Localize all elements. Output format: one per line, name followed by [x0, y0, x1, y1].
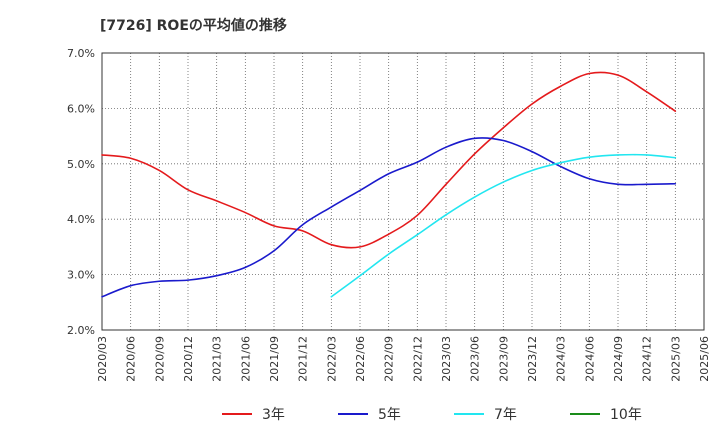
series-line-3 — [330, 153, 677, 298]
y-tick-label: 2.0% — [67, 324, 95, 337]
series-line-2 — [101, 137, 677, 298]
x-tick-label: 2022/09 — [383, 336, 396, 382]
x-tick-label: 2024/09 — [612, 336, 625, 382]
x-tick-label: 2022/12 — [411, 336, 424, 382]
legend-label-3: 7年 — [494, 407, 517, 423]
legend-label-2: 5年 — [378, 407, 401, 423]
legend-label-4: 10年 — [610, 407, 642, 423]
y-tick-label: 6.0% — [67, 102, 95, 115]
x-tick-label: 2022/03 — [325, 336, 338, 382]
y-tick-label: 3.0% — [67, 269, 95, 282]
x-tick-label: 2020/12 — [182, 336, 195, 382]
x-tick-label: 2023/09 — [497, 336, 510, 382]
plot-background — [102, 53, 704, 330]
y-tick-label: 4.0% — [67, 213, 95, 226]
x-tick-label: 2021/06 — [239, 336, 252, 382]
x-tick-label: 2023/03 — [440, 336, 453, 382]
x-tick-label: 2025/06 — [698, 336, 711, 382]
y-tick-label: 5.0% — [67, 158, 95, 171]
x-tick-label: 2024/12 — [641, 336, 654, 382]
legend: 3年 5年 7年 10年 — [222, 407, 642, 423]
x-tick-label: 2021/03 — [211, 336, 224, 382]
plot-frame — [101, 52, 705, 331]
x-tick-label: 2020/03 — [96, 336, 109, 382]
chart-title: [7726] ROEの平均値の推移 — [100, 17, 287, 34]
x-tick-label: 2024/03 — [555, 336, 568, 382]
x-tick-label: 2021/12 — [297, 336, 310, 382]
legend-label-1: 3年 — [262, 407, 285, 423]
x-tick-label: 2020/06 — [125, 336, 138, 382]
x-tick-label: 2023/12 — [526, 336, 539, 382]
x-tick-label: 2022/06 — [354, 336, 367, 382]
x-tick-label: 2021/09 — [268, 336, 281, 382]
x-tick-label: 2023/06 — [469, 336, 482, 382]
series-line-1 — [101, 71, 677, 249]
x-tick-label: 2024/06 — [583, 336, 596, 382]
x-tick-label: 2020/09 — [153, 336, 166, 382]
y-tick-label: 7.0% — [67, 47, 95, 60]
plot-area: 2.0% 3.0% 4.0% 5.0% 6.0% 7.0% 2020/03 2020/06 20… — [67, 47, 711, 382]
x-tick-label: 2025/03 — [669, 336, 682, 382]
